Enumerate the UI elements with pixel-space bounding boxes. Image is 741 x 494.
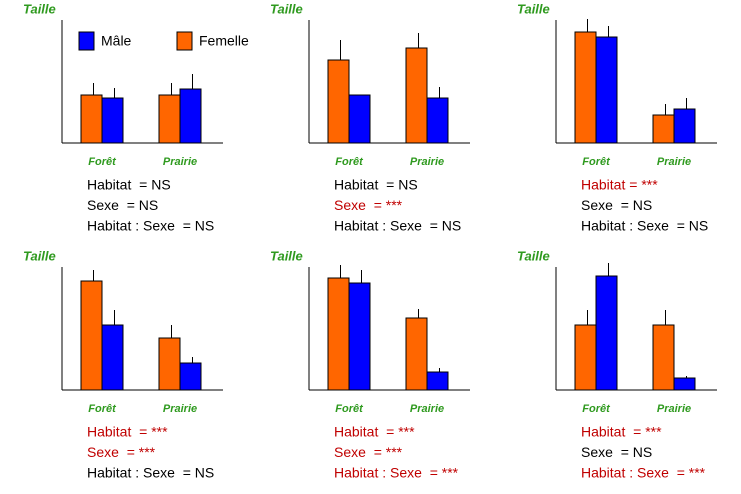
x-tick-label: Prairie xyxy=(163,156,197,168)
bar xyxy=(652,324,675,391)
annotation: Habitat : Sexe = *** xyxy=(581,465,706,481)
bar xyxy=(673,377,696,391)
bar xyxy=(574,31,597,144)
bar xyxy=(101,97,124,144)
bar xyxy=(158,94,181,144)
legend-label: Femelle xyxy=(199,33,249,49)
annotation: Sexe = *** xyxy=(334,197,403,213)
bar xyxy=(405,47,428,144)
x-tick-label: Forêt xyxy=(88,403,117,415)
annotation: Habitat : Sexe = NS xyxy=(87,465,214,481)
x-tick-label: Prairie xyxy=(410,156,444,168)
x-tick-label: Forêt xyxy=(335,156,364,168)
bar xyxy=(426,371,449,391)
bar xyxy=(574,324,597,391)
x-tick-label: Prairie xyxy=(657,403,691,415)
bar xyxy=(426,97,449,144)
bar xyxy=(158,337,181,391)
x-tick-label: Forêt xyxy=(335,403,364,415)
legend-swatch xyxy=(78,31,95,51)
x-tick-label: Prairie xyxy=(163,403,197,415)
x-tick-label: Prairie xyxy=(657,156,691,168)
bar xyxy=(101,324,124,391)
y-axis-label: Taille xyxy=(517,1,550,16)
annotation: Habitat : Sexe = *** xyxy=(334,465,459,481)
annotation: Habitat : Sexe = NS xyxy=(334,218,461,234)
bar xyxy=(80,94,103,144)
annotation: Habitat = *** xyxy=(581,424,662,440)
annotation: Sexe = *** xyxy=(334,444,403,460)
annotation: Habitat : Sexe = NS xyxy=(87,218,214,234)
y-axis-label: Taille xyxy=(270,248,303,263)
y-axis-label: Taille xyxy=(23,248,56,263)
y-axis-label: Taille xyxy=(23,1,56,16)
bar xyxy=(179,88,202,144)
x-tick-label: Prairie xyxy=(410,403,444,415)
x-tick-label: Forêt xyxy=(88,156,117,168)
annotation: Sexe = NS xyxy=(581,444,652,460)
bar xyxy=(348,94,371,144)
annotation: Habitat = NS xyxy=(334,177,418,193)
bar xyxy=(595,36,618,144)
x-tick-label: Forêt xyxy=(582,403,611,415)
annotation: Habitat = *** xyxy=(87,424,168,440)
annotation: Habitat = NS xyxy=(87,177,171,193)
bar xyxy=(652,114,675,144)
y-axis-label: Taille xyxy=(517,248,550,263)
bar xyxy=(80,280,103,391)
annotation: Habitat = *** xyxy=(334,424,415,440)
bar xyxy=(179,362,202,391)
annotation: Habitat = *** xyxy=(581,177,658,193)
bar xyxy=(405,317,428,391)
annotation: Sexe = NS xyxy=(87,197,158,213)
legend-swatch xyxy=(176,31,193,51)
y-axis-label: Taille xyxy=(270,1,303,16)
annotation: Habitat : Sexe = NS xyxy=(581,218,708,234)
annotation: Sexe = *** xyxy=(87,444,156,460)
annotation: Sexe = NS xyxy=(581,197,652,213)
bar xyxy=(327,277,350,391)
legend-label: Mâle xyxy=(101,33,132,49)
bar xyxy=(673,108,696,144)
bar xyxy=(348,282,371,391)
bar xyxy=(327,59,350,144)
x-tick-label: Forêt xyxy=(582,156,611,168)
bar xyxy=(595,275,618,391)
